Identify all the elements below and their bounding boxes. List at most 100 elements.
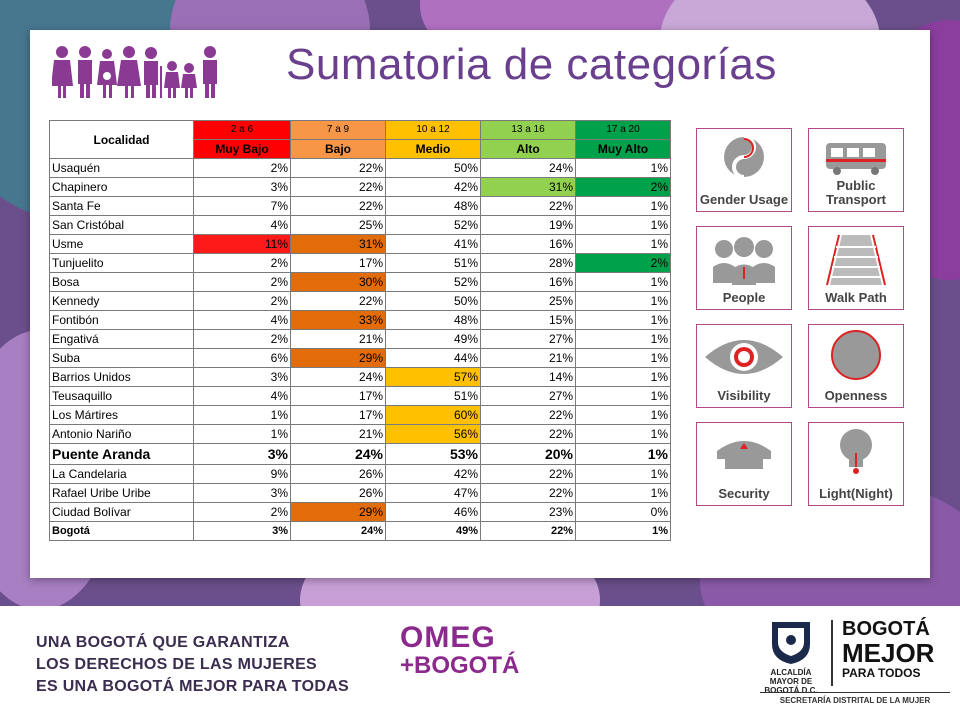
people-icon: [713, 237, 775, 285]
value-cell: 51%: [385, 386, 481, 406]
value-cell: 3%: [193, 483, 291, 503]
value-cell: 46%: [385, 502, 481, 522]
value-cell: 33%: [290, 310, 386, 330]
level-header: Muy Alto: [575, 139, 671, 159]
value-cell: 1%: [575, 443, 671, 465]
omeg-logo-line: OMEG: [400, 621, 496, 654]
people-card: People: [696, 226, 792, 310]
table-row: San Cristóbal 4% 25% 52% 19% 1%: [49, 215, 671, 235]
value-cell: 2%: [193, 502, 291, 522]
security-icon: [717, 441, 771, 469]
walk-path-icon: [826, 234, 886, 286]
value-cell: 57%: [385, 367, 481, 387]
value-cell: 52%: [385, 272, 481, 292]
table-row: La Candelaria 9% 26% 42% 22% 1%: [49, 464, 671, 484]
locality-cell: Barrios Unidos: [49, 367, 194, 387]
value-cell: 50%: [385, 158, 481, 178]
value-cell: 1%: [575, 367, 671, 387]
value-cell: 1%: [575, 405, 671, 425]
omeg-logo-line: +BOGOTÁ: [400, 652, 520, 679]
value-cell: 1%: [575, 158, 671, 178]
value-cell: 51%: [385, 253, 481, 273]
value-cell: 53%: [385, 443, 481, 465]
value-cell: 1%: [193, 405, 291, 425]
value-cell: 47%: [385, 483, 481, 503]
value-cell: 1%: [575, 234, 671, 254]
value-cell: 1%: [575, 272, 671, 292]
value-cell: 31%: [290, 234, 386, 254]
value-cell: 1%: [575, 483, 671, 503]
value-cell: 20%: [480, 443, 576, 465]
value-cell: 2%: [575, 177, 671, 197]
value-cell: 17%: [290, 386, 386, 406]
value-cell: 27%: [480, 386, 576, 406]
table-row: Chapinero 3% 22% 42% 31% 2%: [49, 177, 671, 197]
value-cell: 22%: [480, 521, 576, 541]
table-row: Teusaquillo 4% 17% 51% 27% 1%: [49, 386, 671, 406]
value-cell: 22%: [290, 291, 386, 311]
visibility-icon: [705, 340, 783, 374]
value-cell: 0%: [575, 502, 671, 522]
table-row: Puente Aranda 3% 24% 53% 20% 1%: [49, 443, 671, 465]
locality-cell: Teusaquillo: [49, 386, 194, 406]
table-row: Ciudad Bolívar 2% 29% 46% 23% 0%: [49, 502, 671, 522]
level-header: Medio: [385, 139, 481, 159]
value-cell: 22%: [480, 196, 576, 216]
range-header: 10 a 12: [385, 120, 481, 140]
table-row: Usaquén 2% 22% 50% 24% 1%: [49, 158, 671, 178]
value-cell: 11%: [193, 234, 291, 254]
gender-usage-card: Gender Usage: [696, 128, 792, 212]
range-header: 7 a 9: [290, 120, 386, 140]
openness-card: Openness: [808, 324, 904, 408]
value-cell: 50%: [385, 291, 481, 311]
icon-label: Walk Path: [825, 290, 887, 305]
omeg-logo: OMEG +BOGOTÁ: [400, 621, 520, 680]
range-header: 13 a 16: [480, 120, 576, 140]
secretaria-label: SECRETARÍA DISTRITAL DE LA MUJER: [760, 692, 950, 705]
value-cell: 1%: [575, 215, 671, 235]
value-cell: 2%: [193, 329, 291, 349]
value-cell: 3%: [193, 177, 291, 197]
table-row: Antonio Nariño 1% 21% 56% 22% 1%: [49, 424, 671, 444]
value-cell: 22%: [480, 424, 576, 444]
value-cell: 1%: [575, 424, 671, 444]
value-cell: 16%: [480, 234, 576, 254]
table-row: Engativá 2% 21% 49% 27% 1%: [49, 329, 671, 349]
value-cell: 22%: [480, 464, 576, 484]
value-cell: 24%: [290, 521, 386, 541]
table-row: Suba 6% 29% 44% 21% 1%: [49, 348, 671, 368]
table-row: Barrios Unidos 3% 24% 57% 14% 1%: [49, 367, 671, 387]
value-cell: 21%: [290, 424, 386, 444]
locality-header: Localidad: [49, 120, 194, 159]
value-cell: 1%: [575, 464, 671, 484]
walk-path-card: Walk Path: [808, 226, 904, 310]
women-figures-icon: [52, 46, 217, 98]
gender-usage-icon: [724, 135, 764, 179]
footer-slogan: UNA BOGOTÁ QUE GARANTIZA LOS DERECHOS DE…: [36, 632, 349, 698]
locality-cell: La Candelaria: [49, 464, 194, 484]
value-cell: 1%: [575, 521, 671, 541]
value-cell: 31%: [480, 177, 576, 197]
value-cell: 25%: [480, 291, 576, 311]
value-cell: 26%: [290, 483, 386, 503]
value-cell: 1%: [575, 310, 671, 330]
value-cell: 42%: [385, 177, 481, 197]
value-cell: 19%: [480, 215, 576, 235]
light-night-card: Light(Night): [808, 422, 904, 506]
value-cell: 49%: [385, 521, 481, 541]
bogota-logo-line: BOGOTÁ: [842, 618, 930, 640]
locality-cell: Tunjuelito: [49, 253, 194, 273]
value-cell: 4%: [193, 386, 291, 406]
table-row: Santa Fe 7% 22% 48% 22% 1%: [49, 196, 671, 216]
security-card: Security: [696, 422, 792, 506]
locality-cell: Usme: [49, 234, 194, 254]
value-cell: 22%: [480, 405, 576, 425]
value-cell: 1%: [575, 196, 671, 216]
value-cell: 17%: [290, 253, 386, 273]
value-cell: 1%: [575, 348, 671, 368]
locality-cell: Rafael Uribe Uribe: [49, 483, 194, 503]
locality-cell: Bogotá: [49, 521, 194, 541]
locality-cell: Kennedy: [49, 291, 194, 311]
value-cell: 48%: [385, 196, 481, 216]
level-header: Alto: [480, 139, 576, 159]
